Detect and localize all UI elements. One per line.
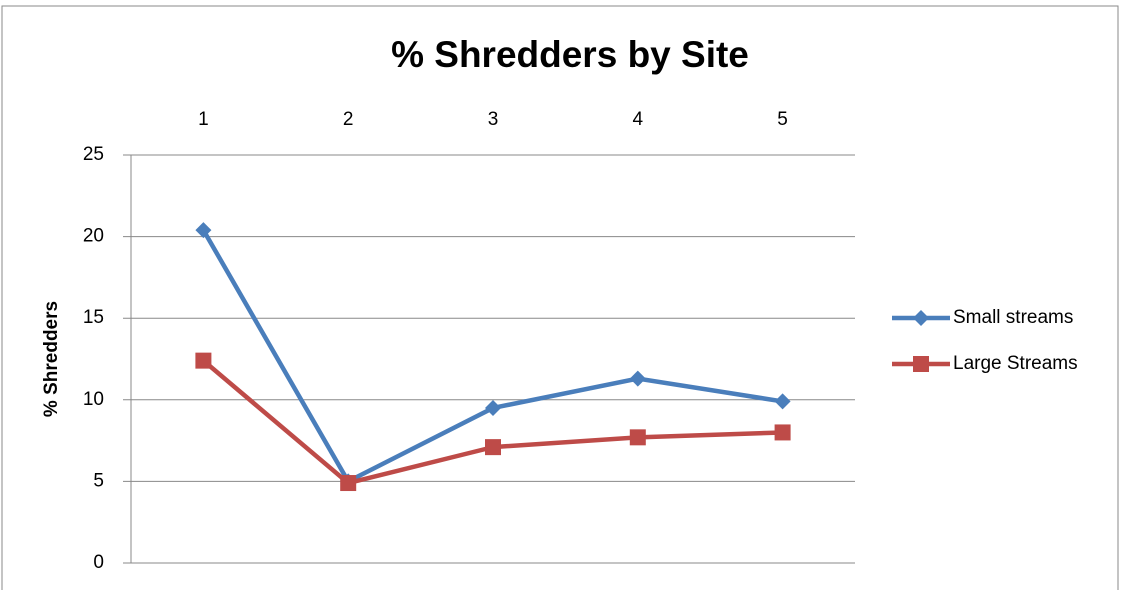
chart-border: [1, 5, 1119, 590]
y-tick-label: 0: [93, 552, 104, 573]
data-point: [485, 439, 501, 456]
legend-label: Small streams: [953, 307, 1073, 328]
data-point: [629, 429, 646, 446]
y-tick-label: 25: [83, 144, 104, 165]
y-tick-label: 5: [93, 470, 104, 491]
data-point: [340, 475, 357, 492]
x-tick-label: 1: [198, 109, 209, 130]
legend-label: Large Streams: [953, 353, 1078, 374]
x-tick-label: 5: [777, 109, 788, 130]
data-point: [774, 393, 791, 410]
y-tick-label: 10: [83, 389, 104, 410]
y-tick-label: 15: [83, 307, 104, 328]
data-point: [195, 352, 212, 369]
x-tick-label: 3: [488, 109, 499, 130]
data-point: [629, 370, 646, 387]
chart-title: % Shredders by Site: [391, 34, 749, 75]
legend-marker: [913, 310, 929, 326]
y-tick-label: 20: [83, 226, 104, 247]
data-point: [195, 222, 212, 239]
data-point: [485, 399, 501, 416]
x-tick-label: 2: [343, 109, 354, 130]
data-point: [774, 424, 791, 441]
legend-marker: [913, 356, 929, 372]
x-tick-label: 4: [633, 109, 644, 130]
y-axis-label: % Shredders: [41, 301, 62, 417]
